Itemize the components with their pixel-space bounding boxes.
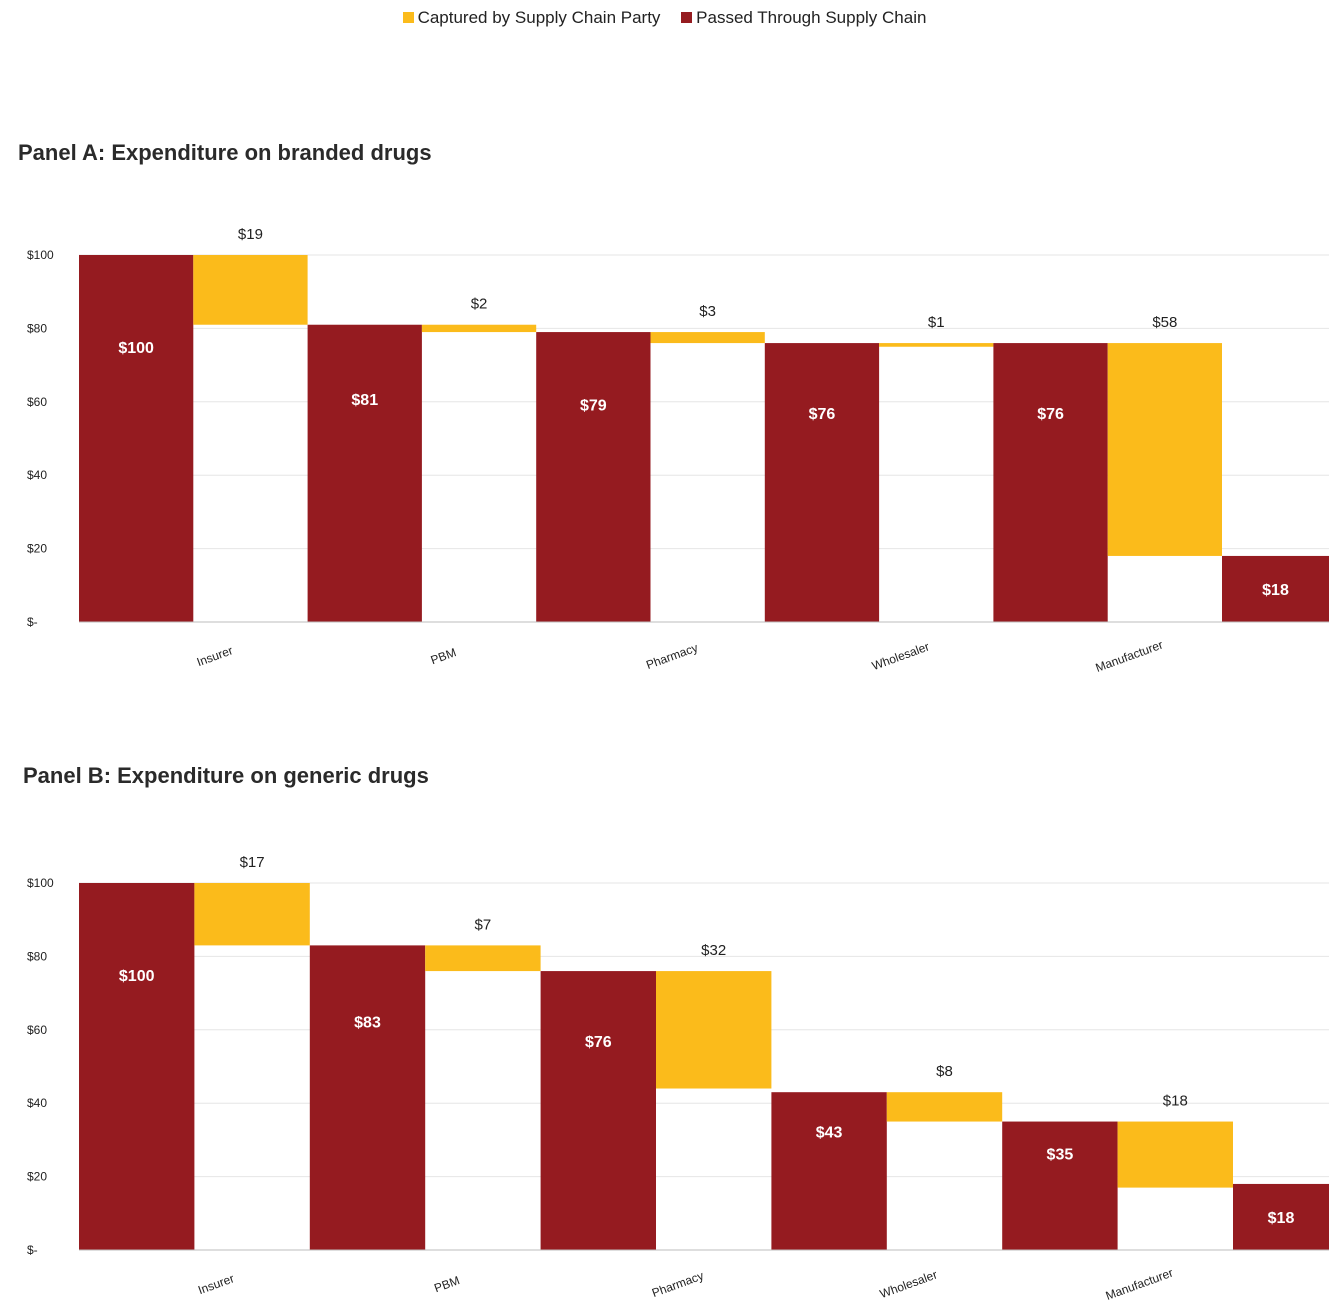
panel-a-y-tick-label: $20 [27, 542, 47, 556]
panel-a-captured-bar [421, 324, 537, 333]
panel-a-captured-label: $19 [238, 226, 263, 243]
panel-b-title: Panel B: Expenditure on generic drugs [23, 763, 429, 788]
panel-a-passed-label: $79 [580, 398, 607, 415]
panel-a-category-label: Insurer [195, 643, 235, 669]
panel-a-captured-bar [1107, 343, 1222, 556]
legend-label-passed: Passed Through Supply Chain [696, 8, 927, 27]
panel-b-chart: $- $20 $40 $60 $80 $100 $100 $17 Insurer $83 $7 PBM… [27, 854, 1329, 1303]
panel-b-category-label: PBM [432, 1273, 461, 1295]
panel-b-passed-bar [1002, 1121, 1118, 1250]
legend-item-passed[interactable]: Passed Through Supply Chain [681, 8, 926, 28]
panel-b-passed-bar [540, 971, 656, 1250]
panel-a-passed-bar [79, 255, 194, 622]
panel-b-passed-bar [771, 1092, 887, 1250]
panel-a-passed-bar [764, 343, 880, 622]
panel-a-passed-label: $81 [351, 392, 378, 409]
legend-item-captured[interactable]: Captured by Supply Chain Party [402, 8, 661, 28]
panel-b-category-label: Insurer [196, 1271, 236, 1297]
panel-a-final-label: $18 [1262, 582, 1289, 599]
panel-a-category-label: Wholesaler [870, 639, 931, 673]
panel-a-captured-bar [879, 343, 994, 347]
panel-b-captured-label: $18 [1163, 1093, 1188, 1110]
panel-a-passed-bar [536, 332, 651, 622]
panel-b-captured-label: $32 [701, 942, 726, 959]
panel-b-final-label: $18 [1268, 1210, 1295, 1227]
panel-a-captured-label: $3 [699, 303, 716, 320]
panel-a-category-label: Manufacturer [1094, 638, 1165, 675]
panel-b-captured-label: $17 [240, 854, 265, 871]
panel-b-final-bar [1233, 1183, 1329, 1250]
panel-b-y-tick-label: $- [27, 1243, 38, 1257]
chart-legend: Captured by Supply Chain Party Passed Th… [0, 8, 1329, 28]
panel-a-y-tick-label: $40 [27, 468, 47, 482]
panel-a-y-tick-label: $100 [27, 248, 54, 262]
panel-b-y-tick-label: $20 [27, 1170, 47, 1184]
panel-b-captured-bar [425, 945, 541, 972]
panel-a-captured-bar [193, 255, 308, 325]
panel-a-y-tick-label: $60 [27, 395, 47, 409]
panel-a-category-label: Pharmacy [644, 640, 700, 672]
panel-a-passed-label: $76 [1037, 406, 1064, 423]
panel-a-category-label: PBM [429, 645, 458, 667]
panel-b-passed-label: $35 [1047, 1147, 1074, 1164]
panel-b-passed-label: $100 [119, 968, 155, 985]
panel-b-category-label: Pharmacy [650, 1268, 706, 1300]
panel-b-captured-label: $8 [936, 1063, 953, 1080]
panel-b-y-tick-label: $80 [27, 949, 47, 963]
legend-swatch-captured [402, 12, 414, 23]
panel-b-passed-label: $43 [816, 1125, 843, 1142]
panel-a-passed-label: $76 [809, 406, 836, 423]
legend-swatch-passed [681, 12, 693, 23]
panel-a-y-tick-label: $- [27, 615, 38, 629]
panel-b-passed-bar [309, 945, 426, 1250]
legend-label-captured: Captured by Supply Chain Party [417, 8, 661, 27]
panel-a-passed-bar [993, 343, 1108, 622]
panel-b-captured-bar [1117, 1121, 1233, 1188]
panel-a-captured-label: $1 [928, 314, 945, 331]
panel-b-category-label: Wholesaler [878, 1267, 939, 1301]
panel-b-y-tick-label: $40 [27, 1096, 47, 1110]
panel-b-captured-bar [656, 971, 772, 1089]
panel-a-captured-label: $2 [471, 296, 488, 313]
panel-a-y-tick-label: $80 [27, 321, 47, 335]
panel-a-passed-bar [307, 324, 422, 622]
panel-b-passed-bar [79, 883, 195, 1250]
panel-a-final-bar [1222, 555, 1329, 622]
panel-a-title: Panel A: Expenditure on branded drugs [18, 140, 432, 165]
panel-a-chart: $- $20 $40 $60 $80 $100 $100 $19 Insurer $81 $2 PBM… [27, 226, 1329, 675]
panel-a-captured-label: $58 [1152, 314, 1177, 331]
panel-b-category-label: Manufacturer [1104, 1266, 1175, 1303]
panel-a-captured-bar [650, 332, 765, 344]
panel-a-passed-label: $100 [118, 340, 154, 357]
panel-b-passed-label: $76 [585, 1034, 612, 1051]
panel-b-y-tick-label: $60 [27, 1023, 47, 1037]
panel-b-passed-label: $83 [354, 1015, 381, 1032]
panel-b-captured-label: $7 [475, 916, 492, 933]
panel-b-captured-bar [194, 883, 310, 946]
panel-b-y-tick-label: $100 [27, 876, 54, 890]
panel-b-captured-bar [886, 1092, 1003, 1122]
